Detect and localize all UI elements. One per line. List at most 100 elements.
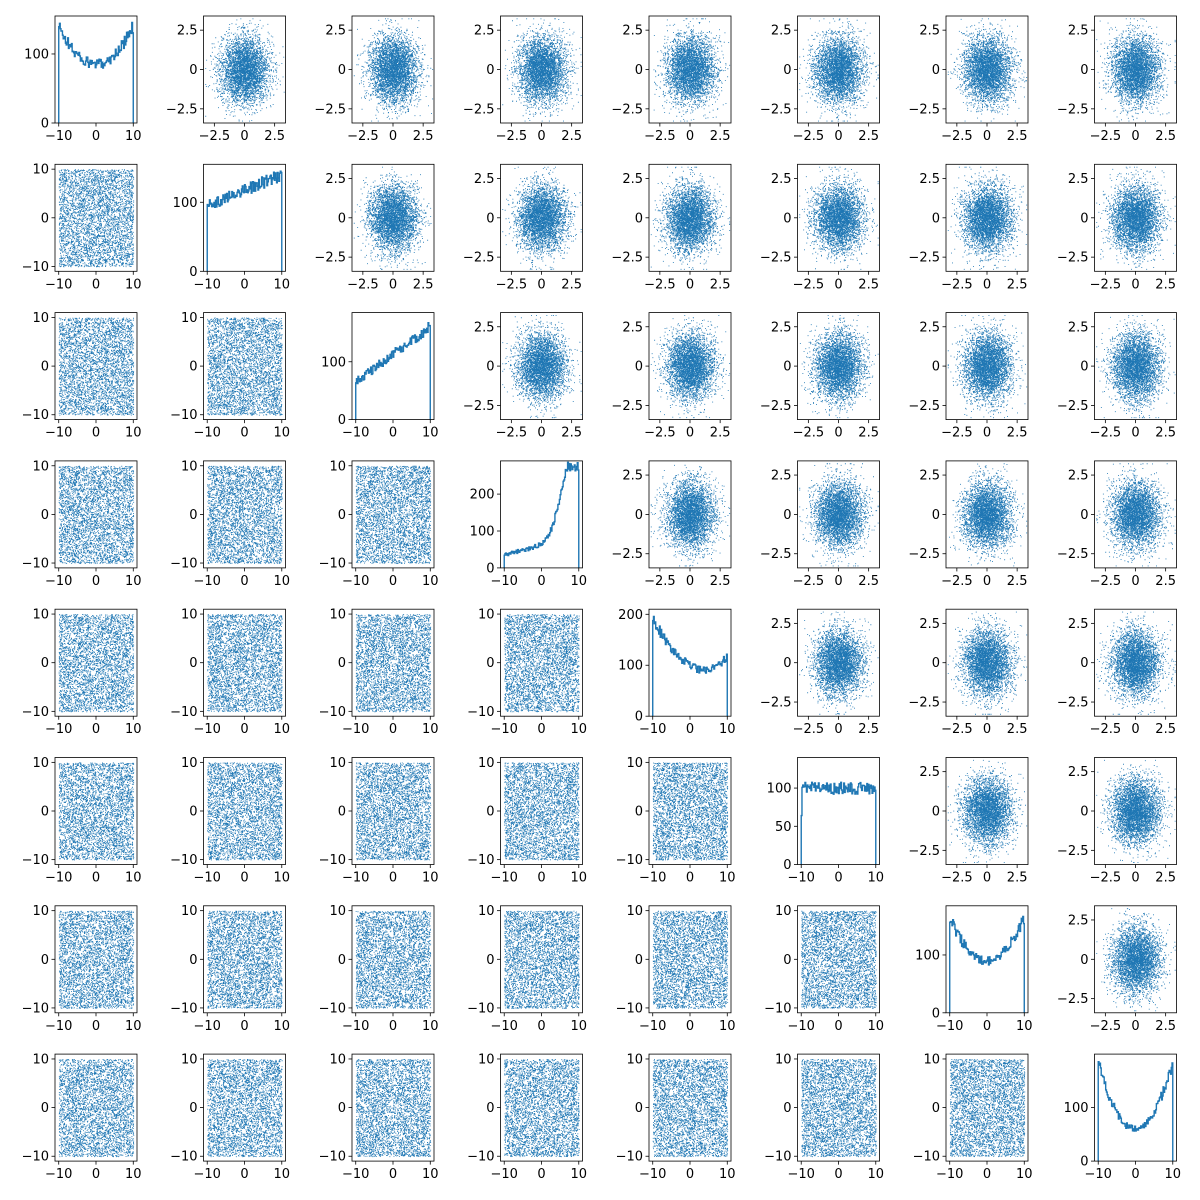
y-tick-label: −10 <box>319 1001 346 1016</box>
x-tick-label: −10 <box>491 1167 518 1182</box>
y-tick-label: −2.5 <box>760 102 792 117</box>
x-tick-label: −10 <box>342 426 369 441</box>
y-tick-label: 10 <box>478 756 495 771</box>
y-tick-label: 0 <box>635 211 643 226</box>
y-tick-label: 0 <box>783 656 791 671</box>
scatter-points <box>207 465 283 564</box>
x-tick-label: 10 <box>1016 1019 1033 1034</box>
y-tick-label: 10 <box>626 1052 643 1067</box>
x-tick-label: 2.5 <box>1007 277 1028 292</box>
y-tick-label: −10 <box>616 1001 643 1016</box>
panel-r4-c3: −10 0 10 −10 0 10 <box>467 608 587 738</box>
x-tick-label: 0 <box>92 426 100 441</box>
panel-r3-c0: −10 0 10 −10 0 10 <box>22 459 142 589</box>
scatter-points <box>207 910 283 1009</box>
x-tick-label: 0 <box>983 426 991 441</box>
x-tick-label: 2.5 <box>1155 426 1176 441</box>
y-tick-label: −10 <box>913 1150 940 1165</box>
y-tick-label: 0 <box>338 413 346 428</box>
panel-r1-c5: −2.5 0 2.5 −2.5 0 2.5 <box>760 163 880 292</box>
y-tick-label: 0 <box>783 508 791 523</box>
y-tick-label: 2.5 <box>771 469 792 484</box>
panel-r7-c2: −10 0 10 −10 0 10 <box>319 1052 439 1182</box>
scatter-points <box>205 18 285 122</box>
scatter-points <box>58 614 135 713</box>
x-tick-label: 0 <box>92 129 100 144</box>
x-tick-label: 0 <box>983 574 991 589</box>
histogram-line <box>503 461 580 568</box>
x-tick-label: 0 <box>389 574 397 589</box>
y-tick-label: −2.5 <box>760 547 792 562</box>
y-tick-label: 0 <box>338 1101 346 1116</box>
x-tick-label: 2.5 <box>1155 129 1176 144</box>
y-tick-label: −10 <box>170 853 197 868</box>
y-tick-label: 0 <box>932 805 940 820</box>
scatter-points <box>355 1059 432 1158</box>
y-tick-label: 10 <box>626 904 643 919</box>
panel-r6-c5: −10 0 10 −10 0 10 <box>764 904 884 1034</box>
x-tick-label: 0 <box>686 277 694 292</box>
x-tick-label: −10 <box>45 1019 72 1034</box>
y-tick-label: 2.5 <box>1068 765 1089 780</box>
x-tick-label: −2.5 <box>1090 574 1122 589</box>
x-tick-label: −10 <box>788 871 815 886</box>
x-tick-label: −2.5 <box>644 277 676 292</box>
x-tick-label: 10 <box>719 871 736 886</box>
y-tick-label: 2.5 <box>1068 617 1089 632</box>
scatter-points <box>355 762 432 861</box>
y-tick-label: 0 <box>783 360 791 375</box>
x-tick-label: 10 <box>719 1167 736 1182</box>
y-tick-label: 2.5 <box>919 765 940 780</box>
scatter-points <box>947 18 1028 122</box>
x-tick-label: 10 <box>570 871 587 886</box>
x-tick-label: 10 <box>273 722 290 737</box>
panel-r6-c7: −2.5 0 2.5 −2.5 0 2.5 <box>1057 905 1177 1034</box>
scatter-points <box>1096 166 1176 270</box>
y-tick-label: 100 <box>767 782 792 797</box>
y-tick-label: 200 <box>470 488 495 503</box>
y-tick-label: 0 <box>41 953 49 968</box>
panel-r6-c2: −10 0 10 −10 0 10 <box>319 904 439 1034</box>
y-tick-label: −2.5 <box>463 399 495 414</box>
x-tick-label: −2.5 <box>793 574 825 589</box>
panel-r5-c0: −10 0 10 −10 0 10 <box>22 756 142 886</box>
y-tick-label: 0 <box>1080 1155 1088 1170</box>
scatter-points <box>1096 759 1176 863</box>
x-tick-label: 0 <box>537 871 545 886</box>
x-tick-label: 10 <box>867 1167 884 1182</box>
x-tick-label: −10 <box>194 871 221 886</box>
y-tick-label: −2.5 <box>314 102 346 117</box>
y-tick-label: 100 <box>24 47 49 62</box>
axes-frame <box>945 905 1029 1014</box>
y-tick-label: 0 <box>635 953 643 968</box>
scatter-points <box>355 465 432 564</box>
y-tick-label: 10 <box>181 459 198 474</box>
x-tick-label: 0 <box>537 1167 545 1182</box>
x-tick-label: 10 <box>422 722 439 737</box>
scatter-points <box>949 463 1028 567</box>
y-tick-label: 10 <box>329 459 346 474</box>
x-tick-label: 0 <box>537 722 545 737</box>
x-tick-label: 2.5 <box>1007 426 1028 441</box>
x-tick-label: 2.5 <box>1155 1019 1176 1034</box>
y-tick-label: 2.5 <box>919 172 940 187</box>
y-tick-label: 2.5 <box>771 320 792 335</box>
scatter-points <box>799 611 879 715</box>
x-tick-label: 10 <box>570 1167 587 1182</box>
y-tick-label: 100 <box>915 948 940 963</box>
x-tick-label: −2.5 <box>347 129 379 144</box>
scatter-points <box>58 910 135 1009</box>
scatter-points <box>801 1059 877 1158</box>
x-tick-label: 0 <box>240 277 248 292</box>
y-tick-label: 0 <box>783 211 791 226</box>
x-tick-label: −10 <box>639 1167 666 1182</box>
x-tick-label: 0 <box>1131 277 1139 292</box>
x-tick-label: 0 <box>92 871 100 886</box>
y-tick-label: 10 <box>775 1052 792 1067</box>
y-tick-label: 0 <box>338 953 346 968</box>
scatter-points <box>1096 908 1176 1012</box>
x-tick-label: 10 <box>125 129 142 144</box>
y-tick-label: 0 <box>338 63 346 78</box>
panel-r4-c0: −10 0 10 −10 0 10 <box>22 608 142 738</box>
